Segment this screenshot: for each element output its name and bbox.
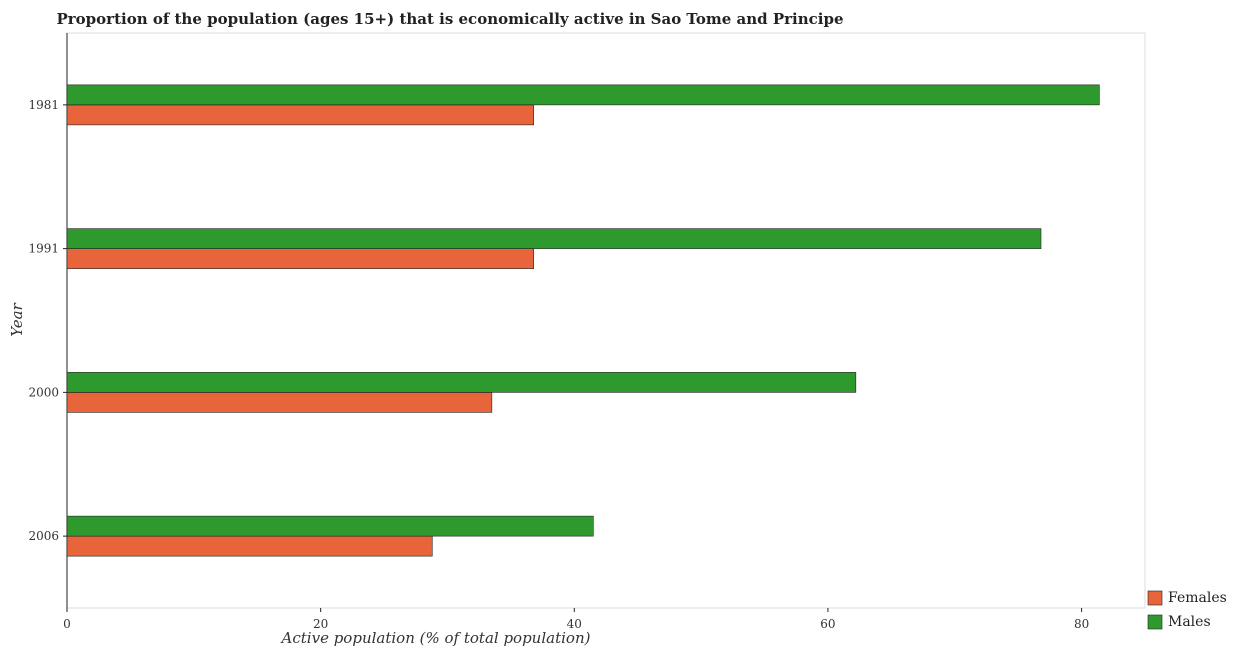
legend-label-males: Males — [1168, 614, 1211, 630]
legend-swatch-females — [1147, 590, 1163, 606]
x-tick-label-40: 40 — [567, 617, 582, 631]
x-tick-label-20: 20 — [313, 617, 328, 631]
bar-females-2000 — [66, 392, 493, 413]
x-ticks-group: 0 20 40 60 80 — [63, 608, 1089, 631]
bar-males-2006 — [66, 515, 594, 537]
chart-title: Proportion of the population (ages 15+) … — [56, 10, 843, 28]
bar-females-2006 — [66, 535, 433, 557]
bars-group — [66, 84, 1100, 557]
x-tick-label-0: 0 — [63, 617, 71, 631]
y-tick-label-2000: 2000 — [28, 385, 59, 399]
legend-label-females: Females — [1168, 590, 1227, 606]
x-axis-label: Active population (% of total population… — [280, 629, 591, 647]
x-tick-label-80: 80 — [1074, 617, 1089, 631]
y-axis-label: Year — [8, 302, 26, 336]
y-tick-label-2006: 2006 — [28, 529, 59, 543]
bar-females-1981 — [66, 104, 535, 126]
legend: Females Males — [1147, 590, 1227, 630]
y-tick-label-1991: 1991 — [28, 242, 59, 256]
y-tick-label-1981: 1981 — [28, 98, 59, 112]
x-tick-label-60: 60 — [820, 617, 835, 631]
bar-males-1991 — [66, 228, 1042, 249]
legend-swatch-males — [1147, 614, 1163, 630]
bar-males-1981 — [66, 84, 1100, 106]
bar-males-2000 — [66, 372, 857, 393]
plot-area — [66, 32, 1146, 609]
bar-females-1991 — [66, 248, 535, 269]
y-ticks-group: 1981 1991 2000 2006 — [28, 98, 67, 543]
